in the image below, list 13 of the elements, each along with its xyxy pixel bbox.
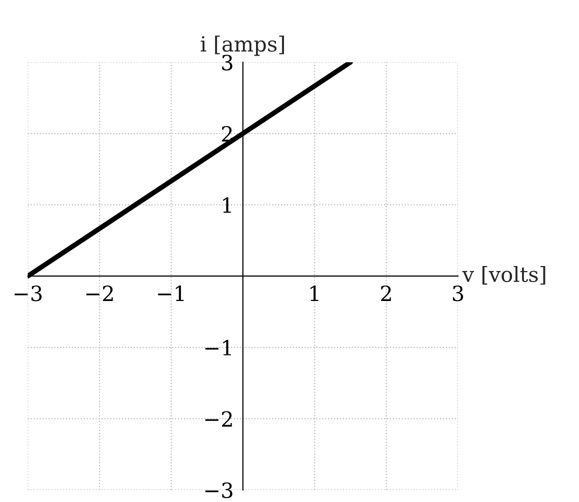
x-tick-label: −3: [14, 285, 42, 302]
y-axis-title: i [amps]: [200, 36, 284, 56]
x-tick-label: 1: [310, 285, 318, 301]
x-tick-label: −2: [86, 285, 113, 301]
x-axis-title: v [volts]: [462, 266, 546, 285]
y-tick-label: 1: [223, 197, 231, 213]
y-tick-label: −1: [205, 340, 231, 356]
y-tick-label: 3: [222, 54, 232, 70]
x-tick-label: −1: [158, 285, 184, 301]
x-tick-label: 3: [452, 285, 464, 302]
y-tick-label: −3: [205, 482, 232, 498]
x-tick-label: 2: [381, 285, 391, 301]
y-tick-label: −2: [205, 411, 232, 427]
